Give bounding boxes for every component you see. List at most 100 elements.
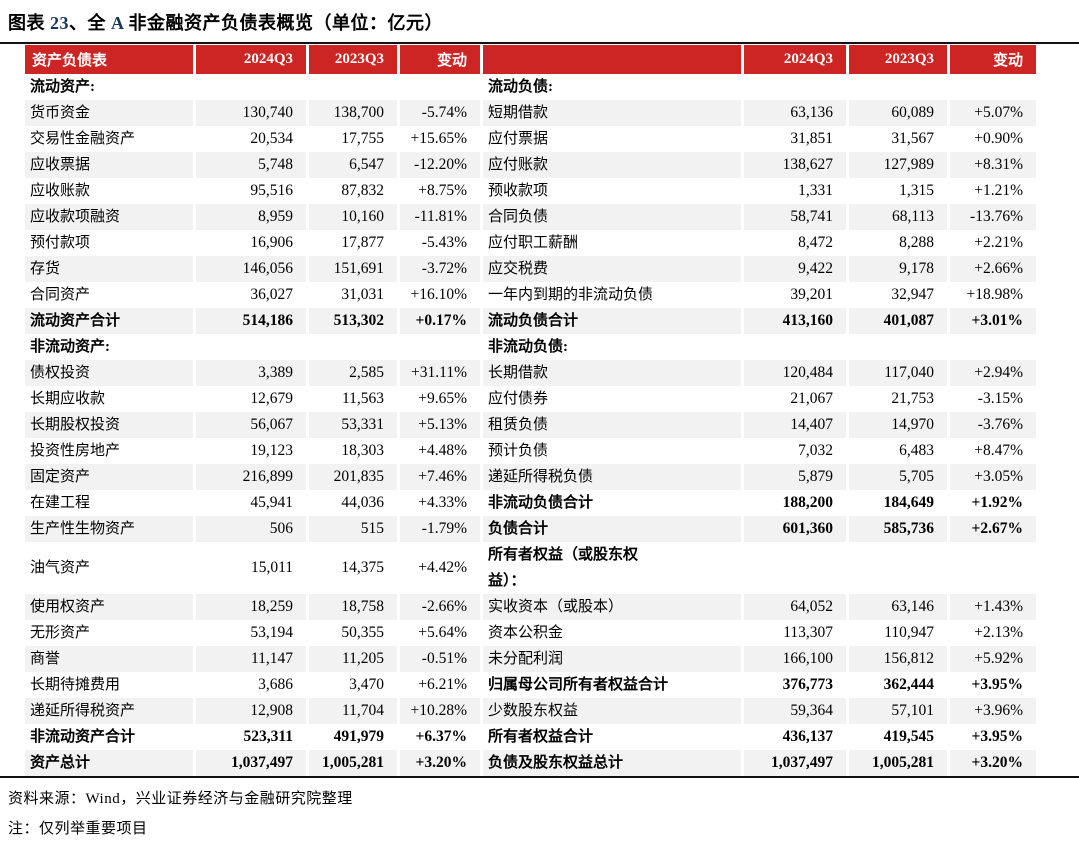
liability-label: 少数股东权益: [483, 698, 741, 724]
liability-label: 非流动负债:: [488, 339, 568, 355]
liability-change: -13.76%: [950, 204, 1036, 230]
asset-label: 在建工程: [30, 495, 91, 511]
liability-value-2023q3: 585,736: [849, 516, 947, 542]
asset-value-2023q3: 515: [309, 516, 397, 542]
liability-change: +5.92%: [950, 646, 1036, 672]
asset-value-2024q3: 56,067: [196, 412, 306, 438]
asset-value-2023q3: 151,691: [309, 256, 397, 282]
liability-label: 合同负债: [483, 204, 741, 230]
asset-value-2024q3: 16,906: [250, 234, 293, 251]
asset-change: +31.11%: [400, 360, 480, 386]
liability-label: 非流动负债合计: [488, 495, 594, 511]
liability-value-2023q3: 63,146: [849, 594, 947, 620]
header-right-change: 变动: [950, 45, 1036, 74]
balance-sheet-table: 资产负债表 2024Q3 2023Q3 变动 2024Q3 2023Q3 变动 …: [22, 45, 1039, 776]
asset-label: 非流动资产合计: [30, 729, 136, 745]
table-row: 流动资产合计 514,186 513,302 +0.17% 流动负债合计 413,160 4…: [25, 308, 1036, 334]
liability-value-2024q3: 601,360: [744, 516, 846, 542]
table-row: 合同资产 36,027 31,031 +16.10% 一年内到期的非流动负债 39,201…: [25, 282, 1036, 308]
liability-value-2023q3: 127,989: [849, 152, 947, 178]
liability-value-2024q3: 39,201: [790, 286, 833, 303]
liability-change: +3.95%: [971, 728, 1023, 745]
asset-value-2023q3: 201,835: [309, 464, 397, 490]
asset-change: +3.20%: [400, 750, 480, 776]
asset-value-2024q3: 8,959: [196, 204, 306, 230]
asset-value-2023q3: 11,704: [309, 698, 397, 724]
asset-label: 油气资产: [30, 560, 91, 576]
asset-change: +10.28%: [400, 698, 480, 724]
liability-label: 应付账款: [483, 152, 741, 178]
asset-value-2023q3: [309, 334, 397, 360]
asset-change: -5.74%: [400, 100, 480, 126]
table-row: 投资性房地产 19,123 18,303 +4.48% 预计负债 7,032 6,483 +8…: [25, 438, 1036, 464]
asset-change: +4.33%: [418, 494, 467, 511]
liability-value-2024q3: 64,052: [744, 594, 846, 620]
liability-label: 长期借款: [483, 360, 741, 386]
liability-change: [950, 74, 1036, 100]
table-row: 长期应收款 12,679 11,563 +9.65% 应付债券 21,067 21,753 -…: [25, 386, 1036, 412]
liability-value-2024q3: 113,307: [783, 624, 833, 641]
liability-change: +1.21%: [974, 182, 1023, 199]
liability-value-2024q3: [744, 334, 846, 360]
asset-label: 无形资产: [30, 625, 91, 641]
liability-label: 应交税费: [483, 256, 741, 282]
liability-value-2023q3: 401,087: [849, 308, 947, 334]
asset-label: 应收账款: [30, 183, 91, 199]
asset-change: +7.46%: [400, 464, 480, 490]
asset-label: 存货: [25, 256, 193, 282]
header-left-2023q3: 2023Q3: [309, 45, 397, 74]
asset-value-2024q3: 506: [196, 516, 306, 542]
liability-value-2024q3: 8,472: [798, 234, 833, 251]
asset-value-2023q3: 50,355: [341, 624, 384, 641]
table-row: 非流动资产合计 523,311 491,979 +6.37% 所有者权益合计 436,13…: [25, 724, 1036, 750]
table-row: 预付款项 16,906 17,877 -5.43% 应付职工薪酬 8,472 8,288 +2…: [25, 230, 1036, 256]
table-row: 商誉 11,147 11,205 -0.51% 未分配利润 166,100 156,812 +…: [25, 646, 1036, 672]
liability-label: 所有者权益（或股东权 益）：: [488, 547, 639, 589]
liability-value-2024q3: 31,851: [790, 130, 833, 147]
source-note: 资料来源：Wind，兴业证券经济与金融研究院整理: [8, 791, 353, 807]
liability-label: 应付债券: [488, 391, 549, 407]
table-row: 递延所得税资产 12,908 11,704 +10.28% 少数股东权益 59,364 57…: [25, 698, 1036, 724]
liability-value-2024q3: 413,160: [744, 308, 846, 334]
liability-value-2023q3: [849, 542, 947, 594]
liability-value-2024q3: 63,136: [744, 100, 846, 126]
asset-label: 商誉: [25, 646, 193, 672]
figure-title-letter: A: [111, 13, 124, 33]
asset-change: -12.20%: [400, 152, 480, 178]
asset-value-2023q3: 11,563: [341, 390, 384, 407]
liability-change: +1.43%: [950, 594, 1036, 620]
asset-value-2024q3: 53,194: [250, 624, 293, 641]
liability-label: 资本公积金: [488, 625, 564, 641]
table-row: 货币资金 130,740 138,700 -5.74% 短期借款 63,136 60,089…: [25, 100, 1036, 126]
asset-label: 递延所得税资产: [25, 698, 193, 724]
asset-value-2024q3: [196, 334, 306, 360]
asset-value-2023q3: 14,375: [341, 559, 384, 576]
list-note: 注：仅列举重要项目: [8, 821, 148, 837]
table-row: 非流动资产: 非流动负债:: [25, 334, 1036, 360]
liability-value-2023q3: [849, 334, 947, 360]
liability-value-2024q3: [744, 542, 846, 594]
table-row: 长期待摊费用 3,686 3,470 +6.21% 归属母公司所有者权益合计 376,77…: [25, 672, 1036, 698]
asset-value-2024q3: 514,186: [196, 308, 306, 334]
asset-change: +6.37%: [415, 728, 467, 745]
asset-change: +5.64%: [418, 624, 467, 641]
liability-value-2023q3: 21,753: [891, 390, 934, 407]
liability-change: +3.05%: [950, 464, 1036, 490]
liability-label: 应付职工薪酬: [488, 235, 579, 251]
liability-value-2023q3: 14,970: [849, 412, 947, 438]
table-row: 债权投资 3,389 2,585 +31.11% 长期借款 120,484 117,040 +…: [25, 360, 1036, 386]
asset-value-2024q3: 18,259: [196, 594, 306, 620]
asset-label: 投资性房地产: [30, 443, 121, 459]
liability-value-2024q3: 1,331: [798, 182, 833, 199]
table-row: 存货 146,056 151,691 -3.72% 应交税费 9,422 9,178 +2.6…: [25, 256, 1036, 282]
asset-label: 应收票据: [25, 152, 193, 178]
liability-change: +1.92%: [971, 494, 1023, 511]
table-row: 应收款项融资 8,959 10,160 -11.81% 合同负债 58,741 68,113…: [25, 204, 1036, 230]
asset-change: +9.65%: [418, 390, 467, 407]
liability-value-2023q3: 184,649: [883, 494, 934, 511]
asset-change: -11.81%: [400, 204, 480, 230]
header-right-2023q3: 2023Q3: [849, 45, 947, 74]
liability-value-2023q3: 419,545: [883, 728, 934, 745]
asset-value-2023q3: 44,036: [341, 494, 384, 511]
